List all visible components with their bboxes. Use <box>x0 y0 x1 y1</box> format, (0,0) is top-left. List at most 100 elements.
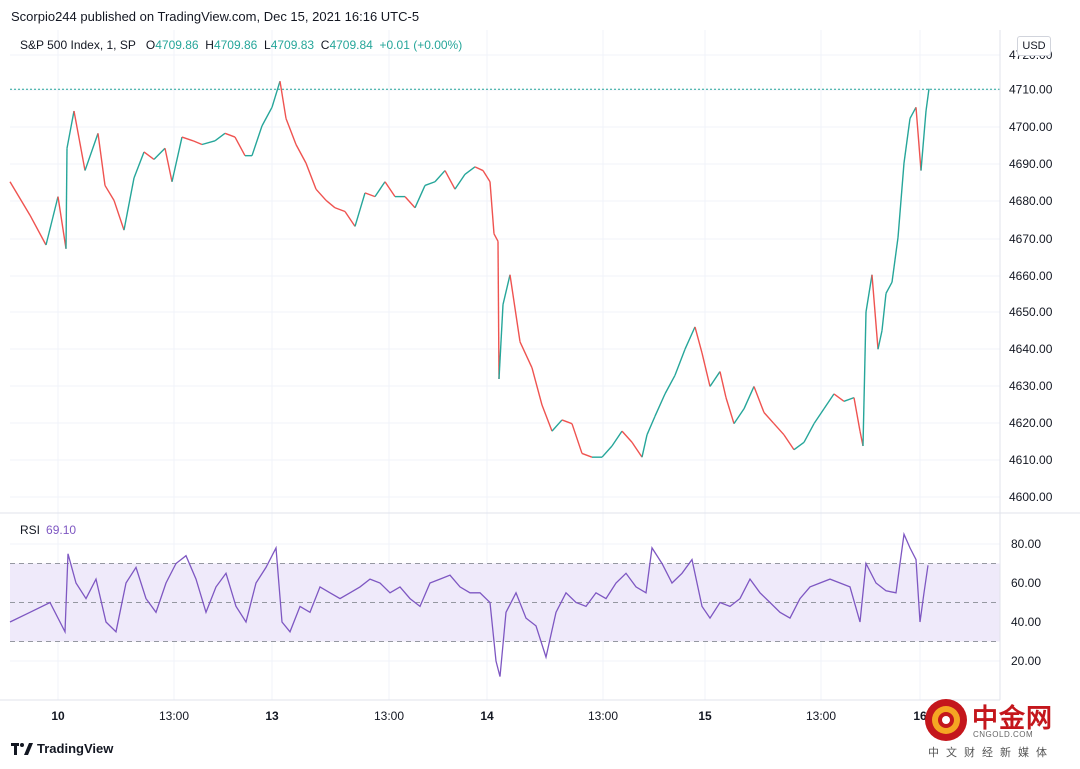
price-segment <box>701 352 711 387</box>
time-tick-label: 15 <box>698 709 712 723</box>
price-segment <box>763 412 775 425</box>
symbol-name: S&P 500 Index, 1, SP <box>20 38 136 52</box>
change-value: +0.01 (+0.00%) <box>379 38 463 52</box>
price-segment <box>251 125 263 156</box>
price-segment <box>813 408 825 425</box>
price-segment <box>192 140 203 146</box>
price-segment <box>719 371 727 398</box>
price-segment <box>305 162 317 190</box>
grid-lines <box>10 30 1000 700</box>
price-segment <box>920 110 927 171</box>
price-segment <box>143 151 155 160</box>
price-tick-label: 4680.00 <box>1009 194 1053 208</box>
price-segment <box>493 233 499 242</box>
price-segment <box>877 330 883 350</box>
price-tick-label: 4630.00 <box>1009 379 1053 393</box>
high-label: H <box>205 38 214 52</box>
price-segment <box>104 185 115 201</box>
price-segment <box>531 367 543 406</box>
time-tick-label: 13:00 <box>374 709 404 723</box>
price-segment <box>641 434 648 458</box>
price-segment <box>234 136 246 156</box>
price-segment <box>497 241 500 380</box>
price-segment <box>374 181 386 198</box>
last-price-tag-bg <box>1002 80 1054 99</box>
price-segment <box>803 423 815 443</box>
price-segment <box>354 192 366 227</box>
price-segment <box>271 81 281 108</box>
price-segment <box>498 304 504 380</box>
price-segment <box>181 136 194 142</box>
time-tick-label: 13:00 <box>806 709 836 723</box>
price-segment <box>509 274 521 342</box>
price-tick-label: 4690.00 <box>1009 157 1053 171</box>
header-bar: Scorpio244 published on TradingView.com,… <box>0 0 1080 30</box>
tradingview-logo[interactable]: TradingView <box>11 741 113 756</box>
tradingview-logo-icon <box>11 742 33 755</box>
price-segment <box>489 181 495 234</box>
rsi-tick-label: 40.00 <box>1011 615 1041 629</box>
price-tick-label: 4650.00 <box>1009 305 1053 319</box>
price-segment <box>45 196 59 246</box>
price-segment <box>621 430 633 443</box>
time-tick-label: 14 <box>480 709 494 723</box>
price-segment <box>57 196 67 249</box>
time-tick-label: 10 <box>51 709 65 723</box>
publish-info: Scorpio244 published on TradingView.com,… <box>11 9 420 24</box>
price-segment <box>541 404 553 432</box>
tradingview-brand: TradingView <box>37 741 114 756</box>
price-segment <box>73 110 86 171</box>
rsi-tick-label: 80.00 <box>1011 537 1041 551</box>
symbol-legend: S&P 500 Index, 1, SP O4709.86 H4709.86 L… <box>20 38 462 52</box>
price-segment <box>171 136 183 182</box>
last-price-tag: 4710.00 <box>1002 80 1054 99</box>
price-segment <box>482 170 491 183</box>
price-segment <box>865 274 873 313</box>
price-segment <box>285 118 297 145</box>
price-segment <box>611 430 623 447</box>
price-segment <box>925 88 930 112</box>
price-segment <box>581 452 593 458</box>
price-segment <box>9 181 31 216</box>
price-tick-label: 4600.00 <box>1009 490 1053 504</box>
price-segment <box>344 211 356 227</box>
price-segment <box>903 118 911 164</box>
rsi-tick-label: 20.00 <box>1011 654 1041 668</box>
price-segment <box>891 237 899 283</box>
price-segment <box>843 396 855 402</box>
rsi-label: RSI <box>20 523 41 537</box>
watermark-title: 中金网 <box>972 703 1054 733</box>
price-segment <box>551 419 563 432</box>
price-segment <box>474 166 484 172</box>
price-segment <box>881 293 887 331</box>
price-segment <box>793 441 805 451</box>
price-segment <box>279 81 287 119</box>
currency-badge[interactable]: USD <box>1017 36 1051 56</box>
price-segment <box>334 207 346 213</box>
price-series <box>9 81 1000 458</box>
price-segment <box>364 192 376 198</box>
price-segment <box>414 185 426 209</box>
price-segment <box>631 441 643 458</box>
price-segment <box>915 107 922 171</box>
price-tick-label: 4660.00 <box>1009 269 1053 283</box>
price-segment <box>434 170 446 183</box>
watermark-subtitle: 中文财经新媒体 <box>928 747 1054 759</box>
price-segment <box>66 110 75 149</box>
price-segment <box>694 326 703 354</box>
price-tick-label: 4610.00 <box>1009 453 1053 467</box>
watermark: 中金网 CNGOLD.COM 中文财经新媒体 <box>920 696 1080 769</box>
price-segment <box>404 196 416 209</box>
price-segment <box>325 199 336 209</box>
rsi-legend: RSI 69.10 <box>20 523 76 537</box>
rsi-series <box>9 531 929 677</box>
price-segment <box>201 140 216 146</box>
price-segment <box>853 397 861 432</box>
price-segment <box>885 281 893 294</box>
price-segment <box>725 397 735 424</box>
price-segment <box>571 423 583 454</box>
rsi-value: 69.10 <box>46 523 77 537</box>
price-segment <box>684 326 696 350</box>
price-segment <box>315 188 327 201</box>
